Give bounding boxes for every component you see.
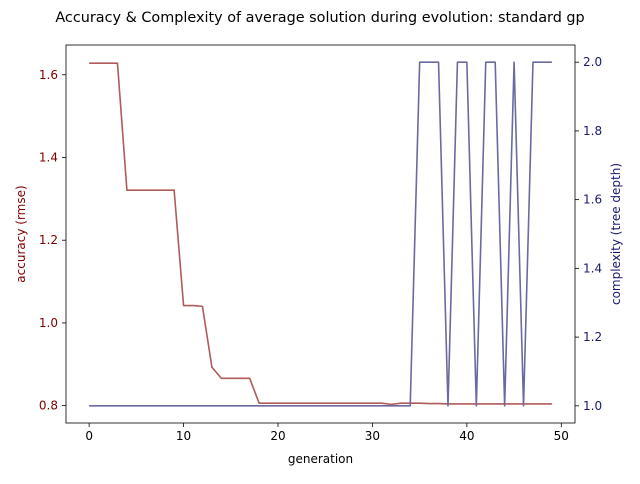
- x-tick-label: 50: [554, 429, 569, 443]
- y-right-tick-label: 1.6: [583, 193, 602, 207]
- y-right-tick-label: 1.2: [583, 330, 602, 344]
- y-right-tick-label: 2.0: [583, 55, 602, 69]
- y-axis-left: 0.8 1.0 1.2 1.4 1.6: [39, 68, 66, 413]
- plot-lines: [89, 61, 552, 407]
- y-axis-right-label: complexity (tree depth): [609, 163, 623, 305]
- y-right-tick-label: 1.8: [583, 124, 602, 138]
- y-left-tick-label: 1.6: [39, 68, 58, 82]
- plot-frame: [65, 44, 576, 424]
- x-tick-label: 10: [176, 429, 191, 443]
- y-right-tick-label: 1.4: [583, 261, 602, 275]
- x-axis: 0 10 20 30 40 50: [85, 423, 569, 443]
- x-tick-label: 20: [270, 429, 285, 443]
- y-left-tick-label: 0.8: [39, 399, 58, 413]
- y-axis-right: 1.0 1.2 1.4 1.6 1.8 2.0: [575, 55, 602, 413]
- y-axis-left-label: accuracy (rmse): [14, 185, 28, 282]
- y-left-tick-label: 1.4: [39, 150, 58, 164]
- x-tick-label: 0: [85, 429, 93, 443]
- series-line-right-axis: [89, 61, 552, 407]
- x-tick-label: 30: [365, 429, 380, 443]
- chart-title: Accuracy & Complexity of average solutio…: [55, 10, 584, 26]
- y-left-tick-label: 1.0: [39, 316, 58, 330]
- y-left-tick-label: 1.2: [39, 233, 58, 247]
- x-tick-label: 40: [459, 429, 474, 443]
- series-line-left-axis: [89, 62, 552, 406]
- x-axis-label: generation: [288, 452, 353, 466]
- y-right-tick-label: 1.0: [583, 399, 602, 413]
